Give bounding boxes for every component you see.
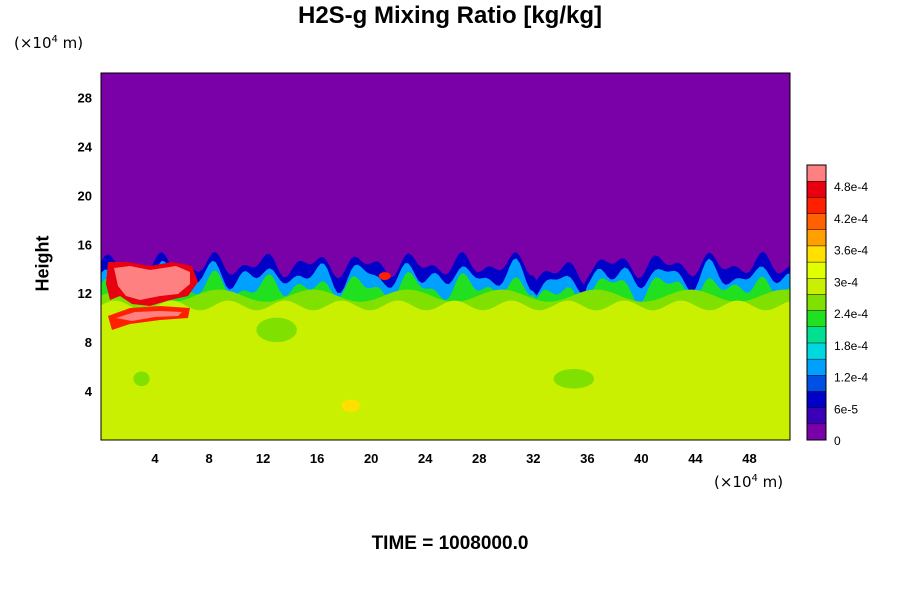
colorbar-segment	[806, 423, 827, 441]
colorbar-segment	[806, 294, 827, 311]
y-tick-label: 12	[78, 286, 92, 301]
x-tick-label: 24	[418, 451, 433, 466]
colorbar-segment	[806, 180, 827, 198]
chart-title: H2S-g Mixing Ratio [kg/kg]	[297, 2, 602, 29]
x-tick-label: 8	[205, 451, 212, 466]
x-tick-label: 16	[310, 451, 324, 466]
colorbar-tick-label: 0	[834, 434, 841, 448]
x-tick-label: 4	[151, 451, 159, 466]
colorbar-tick-label: 4.2e-4	[834, 212, 868, 226]
colorbar-tick-label: 3.6e-4	[834, 244, 868, 258]
y-tick-label: 4	[85, 384, 93, 399]
colorbar-segment	[806, 391, 827, 408]
lower-blob	[553, 369, 595, 389]
colorbar-tick-label: 4.8e-4	[834, 180, 868, 194]
colorbar-tick-label: 6e-5	[834, 402, 858, 416]
x-tick-label: 32	[526, 451, 540, 466]
colorbar-segment	[806, 310, 827, 327]
time-label: TIME = 1008000.0	[371, 533, 529, 554]
mixing-band-green	[101, 270, 790, 310]
lower-layer	[101, 300, 790, 440]
colorbar-segment	[806, 197, 827, 214]
colorbar-tick-label: 1.8e-4	[834, 339, 868, 353]
colorbar-segment	[806, 407, 827, 425]
x-tick-label: 48	[742, 451, 756, 466]
colorbar-tick-label: 3e-4	[834, 275, 858, 289]
y-tick-label: 28	[78, 90, 92, 105]
y-tick-label: 20	[78, 188, 92, 203]
y-tick-label: 8	[85, 335, 92, 350]
colorbar-tick-label: 1.2e-4	[834, 371, 868, 385]
plume-core	[114, 266, 190, 300]
x-tick-label: 44	[688, 451, 703, 466]
colorbar-segment	[806, 164, 827, 182]
colorbar-frame	[806, 164, 827, 441]
x-unit-label: (×104 m)	[714, 473, 784, 491]
colorbar-segment	[806, 326, 827, 344]
lower-blob	[256, 317, 297, 343]
x-tick-label: 36	[580, 451, 594, 466]
colorbar-segment	[806, 375, 827, 392]
mixing-band-blue	[101, 251, 790, 300]
colorbar-segment	[806, 245, 827, 263]
y-tick-label: 24	[78, 139, 93, 154]
lower-blob	[341, 399, 361, 412]
y-unit-label: (×104 m)	[14, 34, 84, 52]
plot-frame	[100, 72, 791, 441]
colorbar-segment	[806, 261, 827, 279]
colorbar-segment	[806, 278, 827, 295]
mixing-band-lime	[101, 289, 790, 313]
mixing-band-cyan	[101, 258, 790, 312]
x-tick-label: 40	[634, 451, 648, 466]
colorbar-segment	[806, 358, 827, 376]
colorbar-segment	[806, 342, 827, 360]
x-tick-label: 28	[472, 451, 486, 466]
x-tick-label: 20	[364, 451, 378, 466]
colorbar-segment	[806, 213, 827, 230]
colorbar-tick-label: 2.4e-4	[834, 307, 868, 321]
x-tick-label: 12	[256, 451, 270, 466]
plume-lower-core	[116, 311, 182, 321]
colorbar-segment	[806, 229, 827, 247]
lower-blob	[133, 371, 150, 387]
y-tick-label: 16	[78, 237, 92, 252]
small-red-blob	[378, 272, 391, 281]
